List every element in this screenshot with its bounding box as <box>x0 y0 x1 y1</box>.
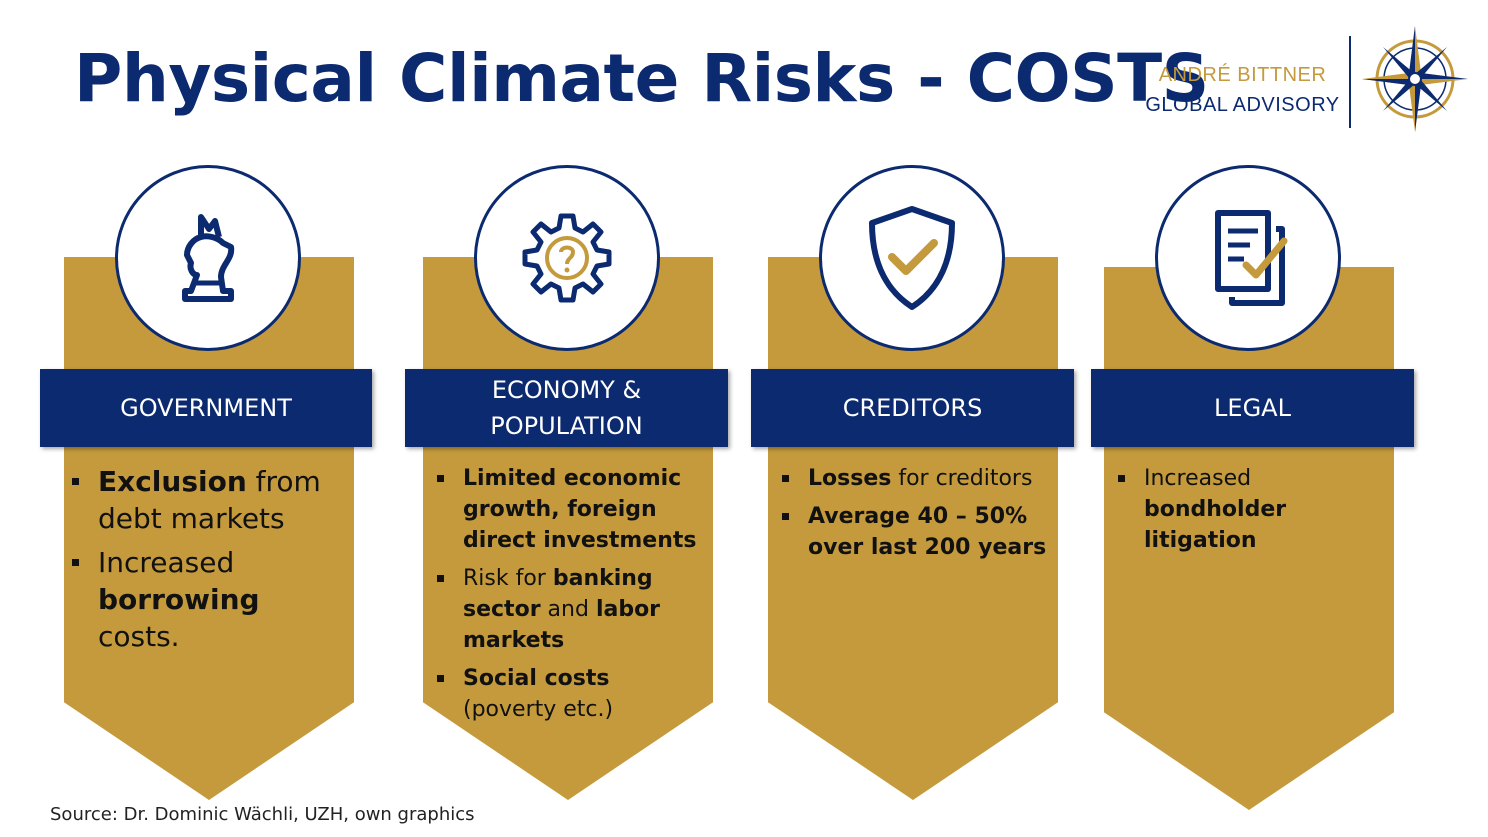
list-item: Limited economic growth, foreign direct … <box>433 463 703 556</box>
document-check-icon <box>1215 210 1288 306</box>
economy-icon-circle <box>474 165 660 351</box>
legal-bullets: Increased bondholder litigation <box>1114 463 1384 563</box>
list-item: Exclusion from debt markets <box>68 463 348 537</box>
source-caption: Source: Dr. Dominic Wächli, UZH, own gra… <box>50 804 475 825</box>
creditors-icon-circle <box>819 165 1005 351</box>
label-line-2: POPULATION <box>490 412 643 440</box>
label-legal: LEGAL <box>1091 369 1414 447</box>
page-title: Physical Climate Risks - COSTS <box>74 40 1209 117</box>
list-item: Average 40 – 50% over last 200 years <box>778 501 1053 563</box>
legal-icon-circle <box>1155 165 1341 351</box>
shield-check-icon <box>869 206 955 310</box>
list-item: Social costs (poverty etc.) <box>433 663 703 725</box>
label-creditors: CREDITORS <box>751 369 1074 447</box>
list-item: Increased bondholder litigation <box>1114 463 1384 556</box>
pillar-background <box>1104 267 1394 810</box>
list-item: Risk for banking sector and labor market… <box>433 563 703 656</box>
government-icon-circle <box>115 165 301 351</box>
brand-tagline: GLOBAL ADVISORY <box>1145 94 1340 116</box>
chess-knight-icon <box>182 214 235 302</box>
label-economy-population: ECONOMY & POPULATION <box>405 369 728 447</box>
label-government: GOVERNMENT <box>40 369 372 447</box>
list-item: Losses for creditors <box>778 463 1053 494</box>
compass-rose-icon <box>1362 26 1468 132</box>
brand-name: ANDRÉ BITTNER <box>1158 64 1327 86</box>
brand-divider <box>1349 36 1351 128</box>
gear-question-icon <box>522 213 612 303</box>
economy-bullets: Limited economic growth, foreign direct … <box>433 463 703 732</box>
label-line-1: ECONOMY & <box>491 376 642 404</box>
pillar-legal <box>1104 267 1394 810</box>
creditors-bullets: Losses for creditors Average 40 – 50% ov… <box>778 463 1053 570</box>
government-bullets: Exclusion from debt markets Increased bo… <box>68 463 348 662</box>
brand-logo-text: ANDRÉ BITTNER GLOBAL ADVISORY <box>1140 60 1345 120</box>
list-item: Increased borrowing costs. <box>68 544 348 655</box>
